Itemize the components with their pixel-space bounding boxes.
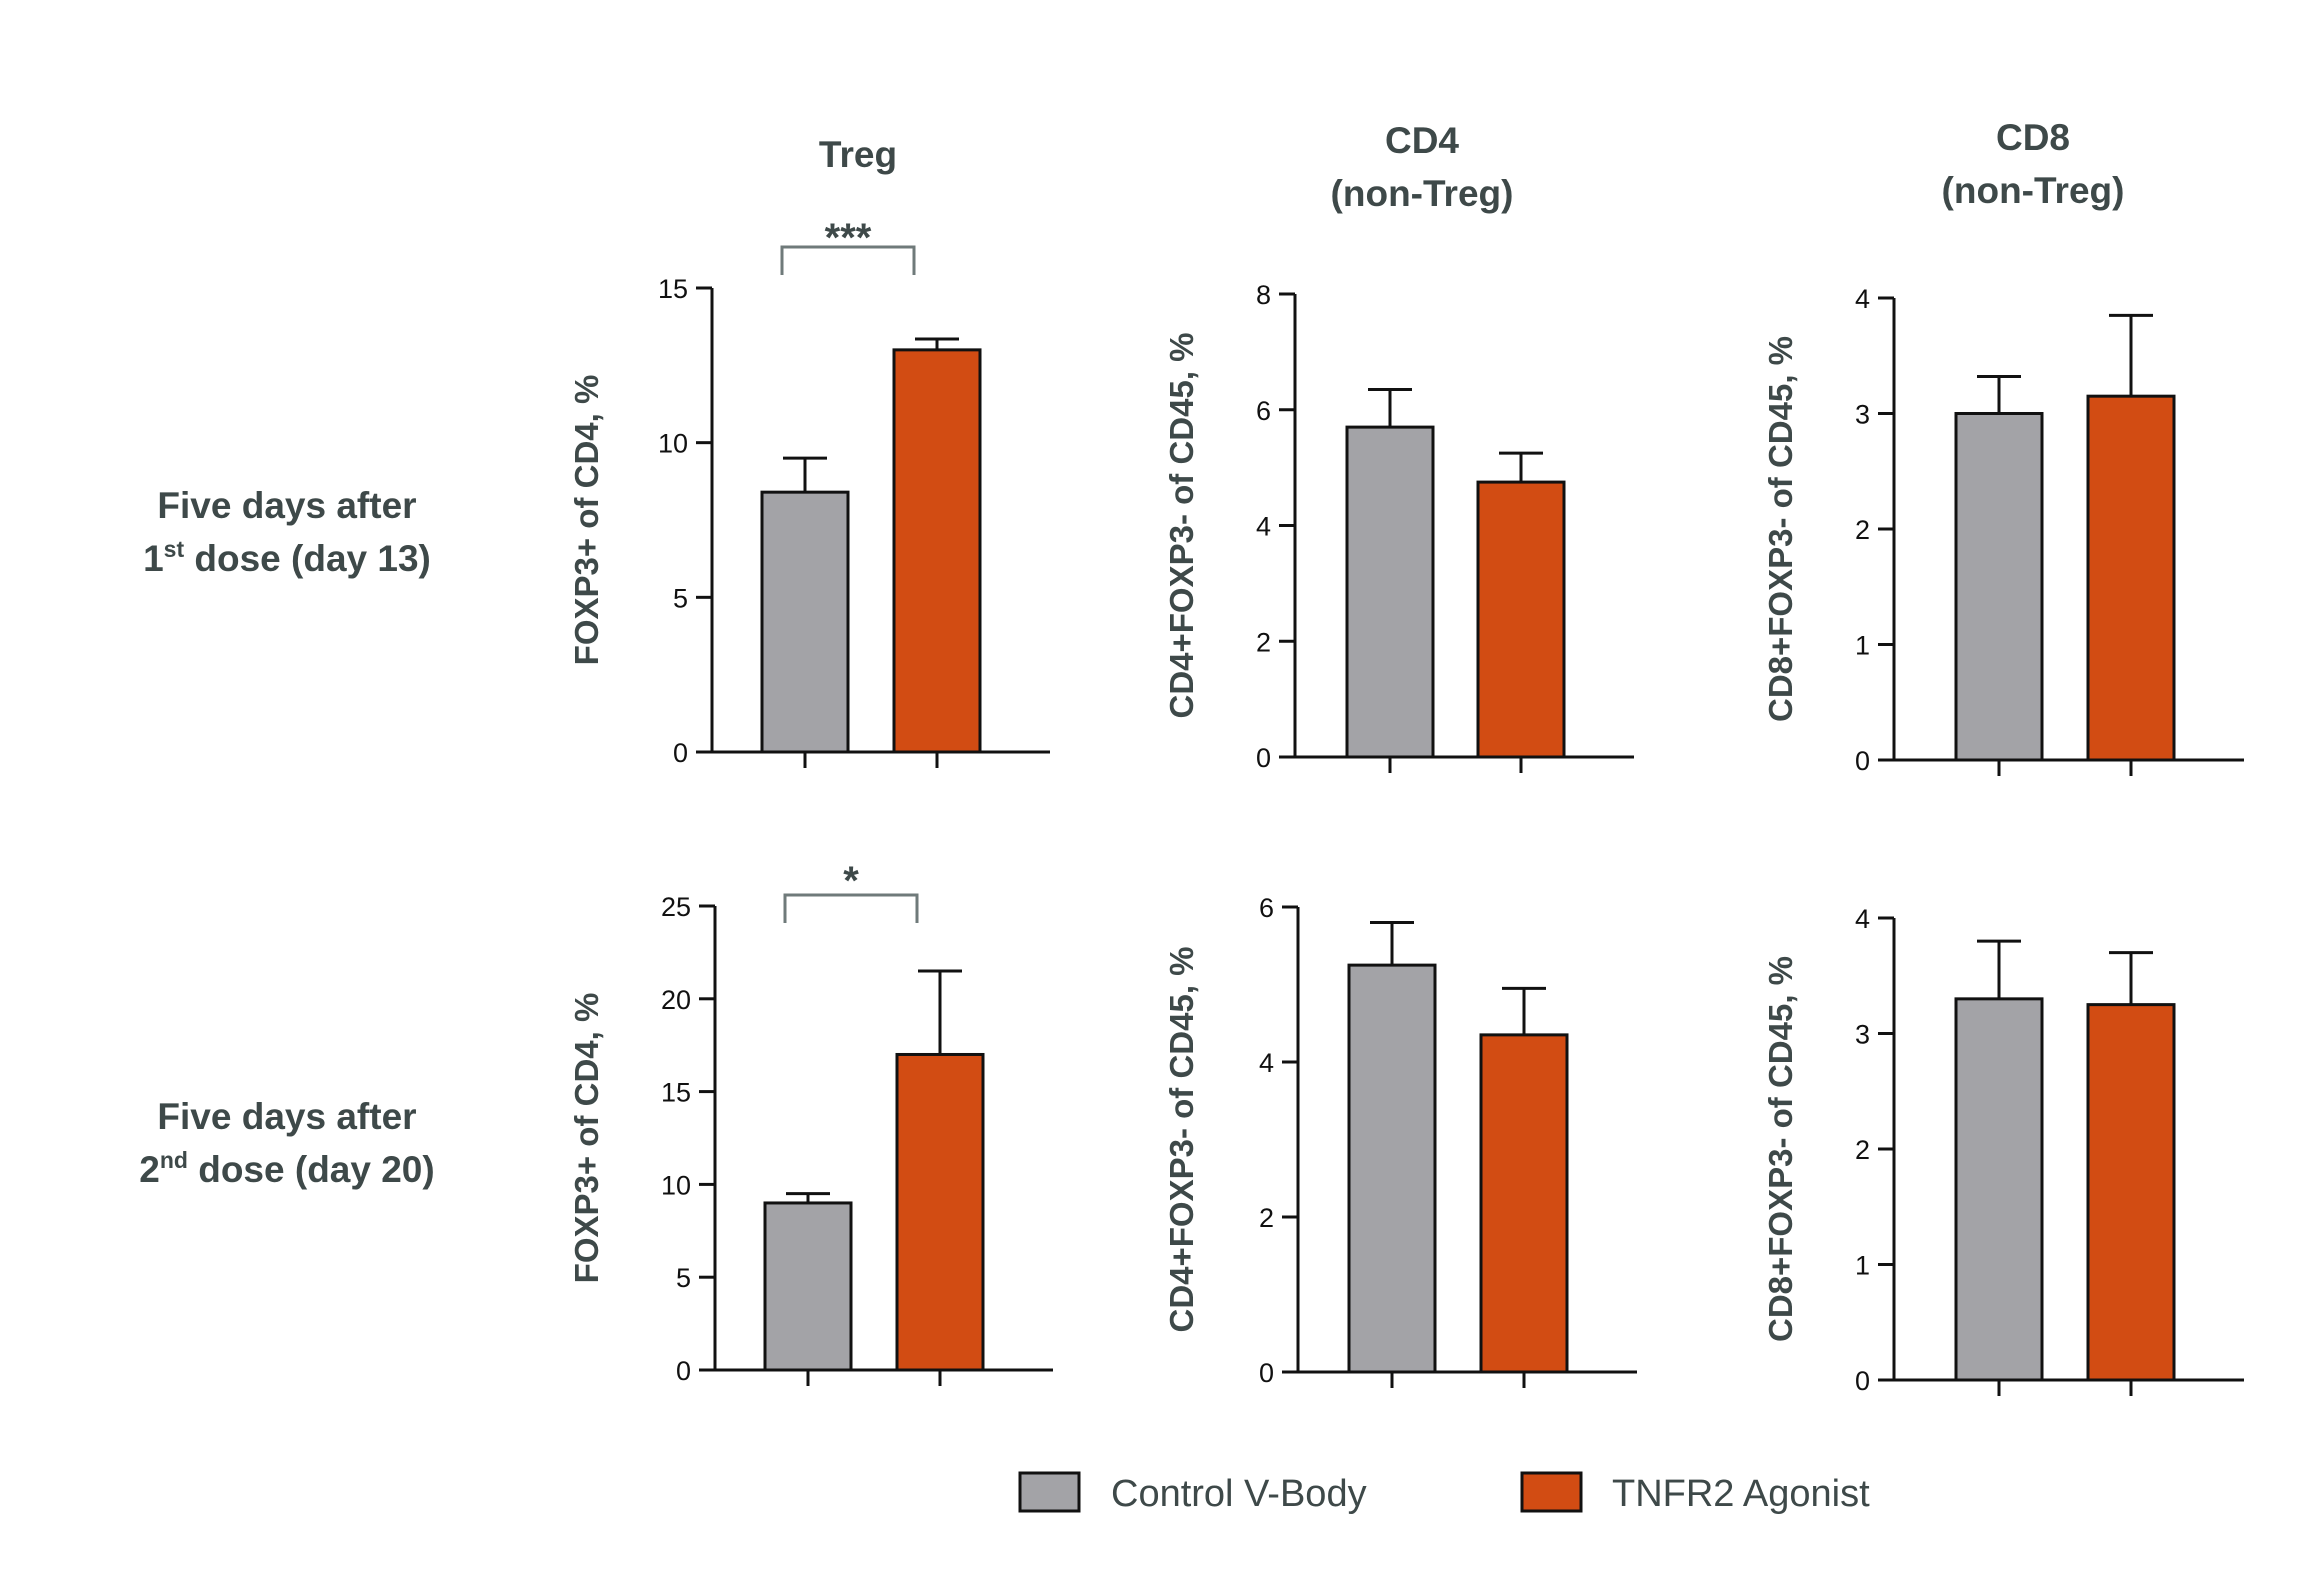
chart-panel-cd4-day13: 0 2 4 6 8 CD4+FOXP3- of CD45, % [1163, 280, 1634, 773]
bar-agonist [892, 348, 982, 754]
significance-label: * [843, 859, 859, 903]
bar-control [1345, 425, 1435, 759]
y-tick-label: 20 [661, 985, 691, 1015]
chart-panel-cd8-day13: 0 1 2 3 4 CD8+FOXP3- of CD45, % [1762, 284, 2244, 776]
bar-agonist [2086, 394, 2176, 762]
chart-panel-treg-day13: 0 5 10 15 FOXP3+ of CD4, % *** [568, 216, 1050, 768]
y-tick-label: 2 [1855, 1135, 1870, 1165]
legend-swatch-control [1018, 1471, 1081, 1513]
row-label-1-line2: 1st dose (day 13) [143, 536, 431, 579]
y-tick-label: 25 [661, 892, 691, 922]
row-label-1-line1: Five days after [157, 485, 416, 526]
y-tick-label: 0 [673, 738, 688, 768]
y-tick-label: 2 [1259, 1203, 1274, 1233]
y-axis-label: CD8+FOXP3- of CD45, % [1762, 956, 1799, 1342]
y-tick-label: 0 [1259, 1358, 1274, 1388]
bar-control [1954, 412, 2044, 762]
chart-panel-cd4-day20: 0 2 4 6 CD4+FOXP3- of CD45, % [1163, 893, 1637, 1388]
y-axis-label: FOXP3+ of CD4, % [568, 993, 605, 1284]
y-tick-label: 6 [1259, 893, 1274, 923]
chart-panel-cd8-day20: 0 1 2 3 4 CD8+FOXP3- of CD45, % [1762, 904, 2244, 1396]
y-tick-label: 2 [1256, 627, 1271, 657]
col-title-cd8: CD8 [1996, 117, 2070, 158]
y-tick-label: 4 [1855, 904, 1870, 934]
bar-control [763, 1201, 853, 1372]
y-tick-label: 0 [1855, 1366, 1870, 1396]
col-title-cd4: CD4 [1385, 120, 1459, 161]
y-axis-label: CD4+FOXP3- of CD45, % [1163, 946, 1200, 1332]
y-axis-label: CD4+FOXP3- of CD45, % [1163, 332, 1200, 718]
row-label-2-line1: Five days after [157, 1096, 416, 1137]
significance-bracket [780, 245, 916, 275]
significance-bracket [783, 893, 919, 923]
row-label-2-line2: 2nd dose (day 20) [139, 1147, 434, 1190]
y-tick-label: 5 [673, 583, 688, 613]
y-tick-label: 15 [658, 274, 688, 304]
y-tick-label: 0 [1855, 746, 1870, 776]
y-tick-label: 15 [661, 1078, 691, 1108]
y-tick-label: 3 [1855, 1020, 1870, 1050]
col-title-treg: Treg [819, 134, 897, 175]
y-tick-label: 4 [1256, 512, 1271, 542]
bar-control [1347, 963, 1437, 1374]
y-tick-label: 1 [1855, 1251, 1870, 1281]
y-tick-label: 10 [661, 1170, 691, 1200]
significance-label: *** [825, 216, 872, 260]
y-tick-label: 8 [1256, 280, 1271, 310]
y-tick-label: 5 [676, 1263, 691, 1293]
bar-agonist [895, 1052, 985, 1372]
y-tick-label: 2 [1855, 515, 1870, 545]
bar-control [1954, 997, 2044, 1382]
y-tick-label: 4 [1855, 284, 1870, 314]
legend-swatch-agonist [1520, 1471, 1583, 1513]
legend-label-agonist: TNFR2 Agonist [1612, 1473, 1870, 1515]
bar-agonist [2086, 1003, 2176, 1382]
y-axis-label: CD8+FOXP3- of CD45, % [1762, 336, 1799, 722]
y-tick-label: 0 [1256, 743, 1271, 773]
y-tick-label: 4 [1259, 1048, 1274, 1078]
col-title-cd8-sub: (non-Treg) [1942, 170, 2125, 211]
y-tick-label: 6 [1256, 396, 1271, 426]
bar-control [760, 490, 850, 754]
bar-agonist [1476, 480, 1566, 759]
legend: Control V-Body TNFR2 Agonist [1018, 1471, 1870, 1515]
col-title-cd4-sub: (non-Treg) [1331, 173, 1514, 214]
y-tick-label: 1 [1855, 631, 1870, 661]
y-axis-label: FOXP3+ of CD4, % [568, 375, 605, 666]
y-tick-label: 0 [676, 1356, 691, 1386]
bar-agonist [1479, 1033, 1569, 1374]
chart-panel-treg-day20: 0 5 10 15 20 25 FOXP3+ of CD4, % * [568, 859, 1053, 1386]
y-tick-label: 3 [1855, 400, 1870, 430]
legend-label-control: Control V-Body [1111, 1473, 1367, 1515]
y-tick-label: 10 [658, 429, 688, 459]
